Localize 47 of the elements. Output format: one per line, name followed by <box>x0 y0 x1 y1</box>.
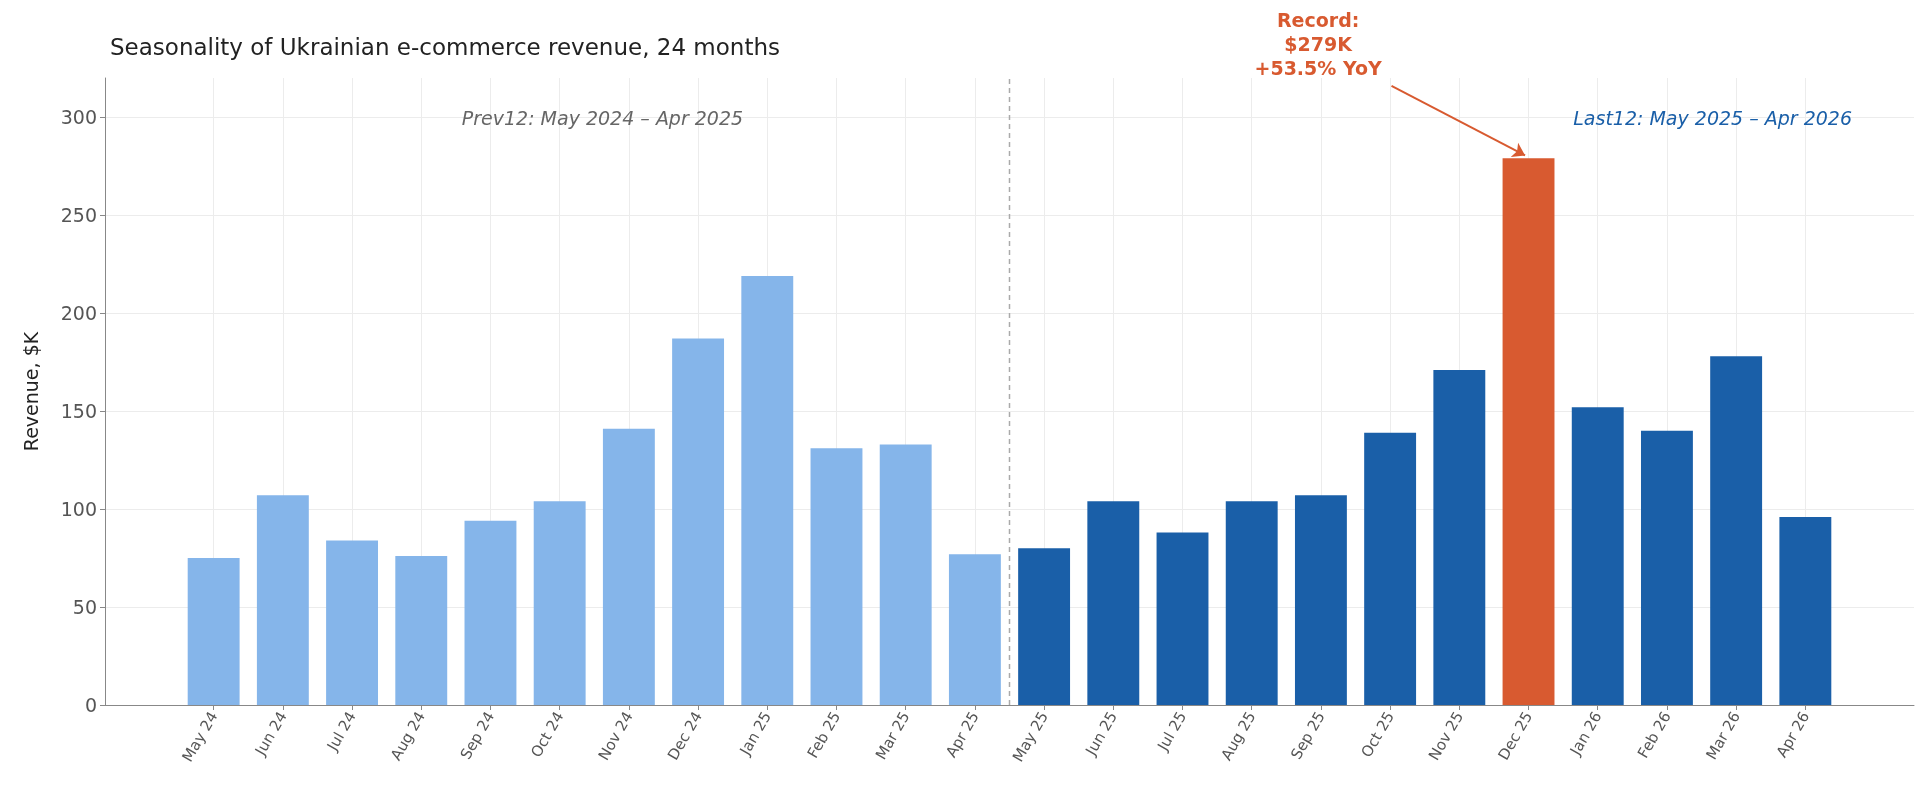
bar <box>1087 501 1140 705</box>
bar <box>810 448 863 705</box>
bar <box>1364 432 1417 705</box>
x-tick-label: Feb 25 <box>803 708 845 762</box>
bar <box>464 520 517 705</box>
x-tick-label: Sep 25 <box>1287 708 1329 763</box>
x-tick-label: Jul 24 <box>322 708 360 755</box>
annotation: Record: $279K +53.5% YoY <box>1254 8 1383 79</box>
x-tick-label: Jul 25 <box>1153 708 1191 755</box>
bar <box>395 556 448 705</box>
x-tick-label: Sep 24 <box>456 708 499 763</box>
bar <box>879 444 932 705</box>
x-tick-label: Jun 25 <box>1081 708 1122 760</box>
bar <box>533 501 586 705</box>
x-tick-label: Oct 24 <box>527 708 568 761</box>
chart-title: Seasonality of Ukrainian e-commerce revenue, 24 months <box>110 33 780 60</box>
x-tick-label: Jan 25 <box>735 708 776 760</box>
bar <box>948 554 1001 705</box>
y-tick-label: 150 <box>60 400 97 423</box>
annotation: Last12: May 2025 – Apr 2026 <box>1573 107 1852 129</box>
bar <box>602 428 655 705</box>
x-tick-label: Feb 26 <box>1633 708 1675 762</box>
bar <box>1225 501 1278 705</box>
x-tick-label: Jan 26 <box>1565 708 1606 760</box>
bar <box>326 540 379 705</box>
y-tick-label: 200 <box>60 302 97 325</box>
x-tick-label: Oct 25 <box>1357 708 1398 761</box>
bar <box>1018 548 1071 705</box>
y-tick-label: 250 <box>60 204 97 227</box>
x-tick-label: Jun 24 <box>250 708 291 760</box>
bar <box>1571 407 1624 705</box>
bar <box>1710 356 1763 705</box>
bar <box>741 275 794 705</box>
bar <box>672 338 725 705</box>
bar <box>1294 495 1347 705</box>
bar <box>187 558 240 705</box>
y-tick-label: 0 <box>84 694 97 716</box>
y-axis-title: Revenue, $K <box>19 331 42 452</box>
bar <box>256 495 309 705</box>
bar <box>1156 532 1209 705</box>
bar <box>1433 369 1486 705</box>
y-tick-label: 100 <box>60 498 97 521</box>
bar <box>1640 430 1693 705</box>
bar <box>1779 516 1832 705</box>
y-tick-label: 300 <box>60 106 97 129</box>
y-tick-label: 50 <box>72 596 97 619</box>
annotation: Prev12: May 2024 – Apr 2025 <box>461 107 744 129</box>
